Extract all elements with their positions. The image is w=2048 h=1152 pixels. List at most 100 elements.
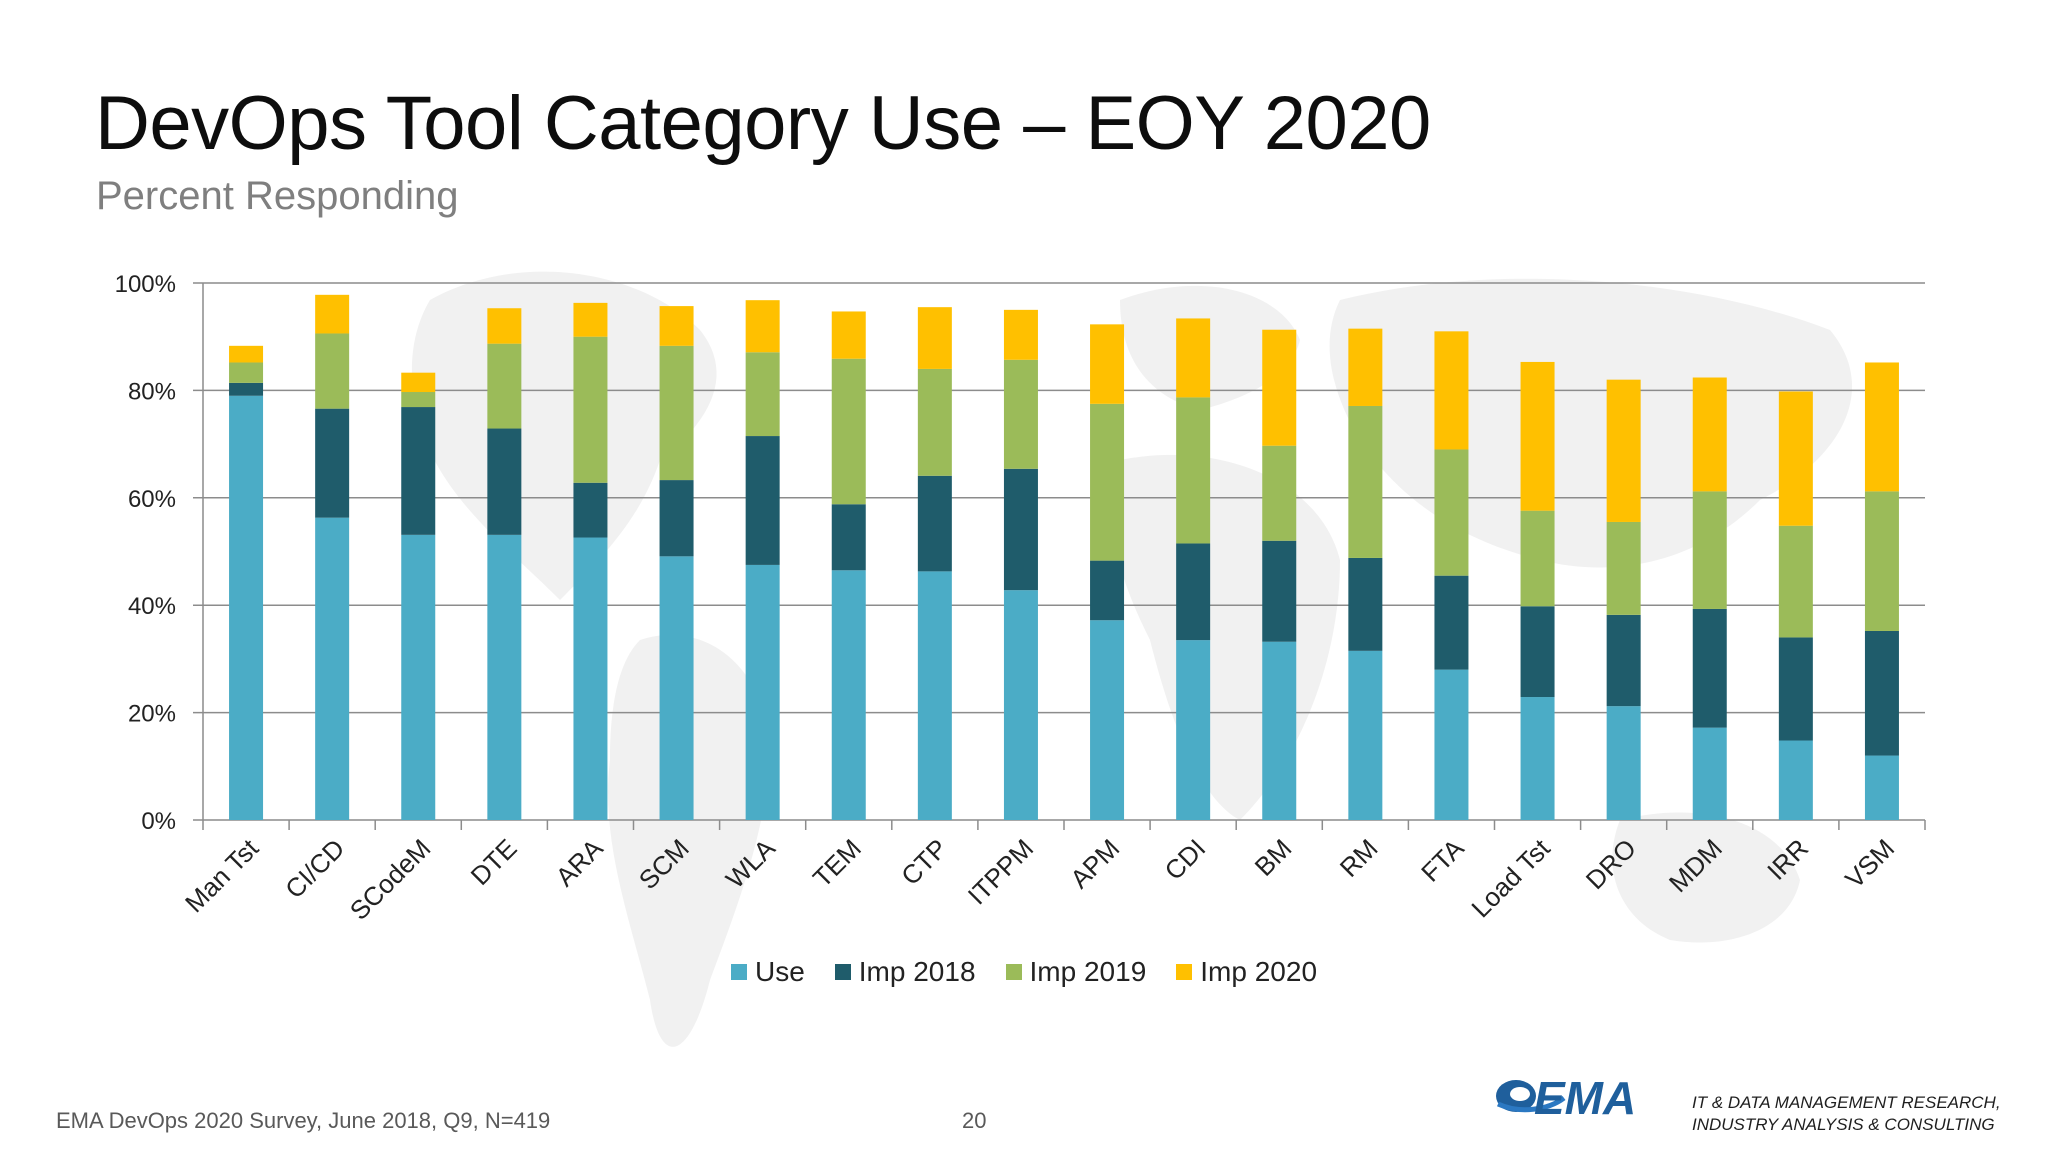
bar-segment (1262, 641, 1297, 820)
bar-segment (659, 345, 694, 481)
bar-segment (1090, 620, 1125, 820)
bar-segment (401, 392, 436, 408)
bar-segment (917, 475, 952, 572)
bar-segment (487, 308, 522, 344)
bar-segment (1176, 318, 1211, 398)
x-tick-label: IRR (1761, 833, 1814, 886)
bar-segment (1434, 669, 1469, 820)
legend-swatch (1005, 964, 1022, 980)
logo-text: EMA (1534, 1072, 1636, 1124)
bar-segment (487, 343, 522, 429)
bar-segment (1692, 377, 1727, 492)
bar-segment (831, 570, 866, 820)
bar-segment (401, 407, 436, 535)
y-tick-label: 100% (115, 271, 176, 298)
legend-label: Imp 2018 (858, 956, 976, 987)
bar-segment (573, 302, 608, 337)
bar-segment (831, 311, 866, 359)
bar-segment (1778, 525, 1813, 638)
x-tick-label: MDM (1663, 833, 1728, 898)
bar-segment (1348, 557, 1383, 651)
bar-segment (1864, 362, 1899, 492)
x-tick-label: CI/CD (279, 833, 350, 904)
bar-segment (1434, 331, 1469, 450)
legend-label: Imp 2020 (1200, 956, 1318, 987)
bar-segment (315, 517, 350, 820)
bar-segment (1692, 608, 1727, 728)
company-tagline: IT & DATA MANAGEMENT RESEARCH, INDUSTRY … (1692, 1092, 2001, 1136)
bar-segment (573, 482, 608, 538)
page-title: DevOps Tool Category Use – EOY 2020 (95, 81, 1431, 166)
bar-segment (745, 352, 780, 437)
bar-segment (1864, 755, 1899, 820)
x-tick-label: VSM (1839, 833, 1900, 894)
x-tick-label: ARA (550, 833, 609, 892)
bar-segment (1864, 491, 1899, 631)
bar-segment (1520, 510, 1555, 607)
x-tick-label: DTE (465, 833, 523, 891)
x-tick-label: CDI (1159, 833, 1212, 886)
bar-segment (573, 336, 608, 483)
footer-source: EMA DevOps 2020 Survey, June 2018, Q9, N… (56, 1108, 551, 1133)
x-tick-label: FTA (1415, 833, 1470, 888)
x-tick-label: SCodeM (344, 833, 437, 926)
x-tick-label: RM (1334, 833, 1384, 883)
bar-segment (1520, 697, 1555, 820)
bar-segment (229, 345, 264, 363)
bar-segment (1003, 590, 1038, 820)
bar-segment (745, 300, 780, 353)
bar-segment (1864, 630, 1899, 756)
bar-segment (573, 537, 608, 820)
legend-label: Use (754, 956, 805, 987)
legend-item: Use (730, 956, 805, 988)
legend-swatch (1176, 964, 1193, 980)
x-tick-label: BM (1249, 833, 1298, 882)
bar-segment (1262, 445, 1297, 541)
bar-segment (659, 480, 694, 557)
page-subtitle: Percent Responding (96, 174, 459, 218)
bar-segment (1606, 614, 1641, 707)
bar-segment (745, 436, 780, 565)
bar-segment (315, 333, 350, 409)
bar-segment (401, 372, 436, 393)
x-tick-label: WLA (720, 833, 782, 895)
x-tick-label: Man Tst (179, 832, 265, 918)
bar-segment (401, 534, 436, 820)
legend-label: Imp 2019 (1029, 956, 1147, 987)
x-tick-label: CTP (895, 833, 953, 891)
legend-item: Imp 2020 (1176, 956, 1317, 988)
bar-segment (1520, 606, 1555, 698)
legend-item: Imp 2018 (834, 956, 976, 988)
bar-segment (745, 564, 780, 820)
bar-segment (659, 556, 694, 820)
bar-segment (1692, 491, 1727, 609)
bar-segment (1434, 449, 1469, 576)
legend-swatch (834, 964, 851, 980)
legend-item: Imp 2019 (1005, 956, 1147, 988)
bar-segment (1778, 637, 1813, 741)
tagline-line-2: INDUSTRY ANALYSIS & CONSULTING (1692, 1115, 1995, 1134)
bar-segment (1176, 640, 1211, 820)
bar-segment (1778, 391, 1813, 526)
bar-segment (831, 358, 866, 505)
bar-segment (917, 571, 952, 820)
bar-segment (229, 362, 264, 383)
y-tick-label: 0% (141, 808, 176, 835)
x-tick-label: TEM (807, 833, 867, 893)
bar-segment (1262, 540, 1297, 642)
bar-segment (1176, 543, 1211, 641)
y-tick-label: 80% (128, 378, 176, 405)
bar-segment (659, 306, 694, 346)
bar-segment (1606, 379, 1641, 522)
bar-segment (1090, 324, 1125, 404)
x-tick-label: ITPPM (962, 833, 1039, 910)
bar-segment (1606, 521, 1641, 615)
bar-segment (487, 534, 522, 820)
x-tick-label: APM (1064, 833, 1125, 894)
bar-segment (1348, 328, 1383, 406)
bar-segment (1090, 403, 1125, 561)
bar-segment (1262, 329, 1297, 446)
x-tick-label: DRO (1580, 833, 1642, 895)
bar-segment (315, 294, 350, 334)
